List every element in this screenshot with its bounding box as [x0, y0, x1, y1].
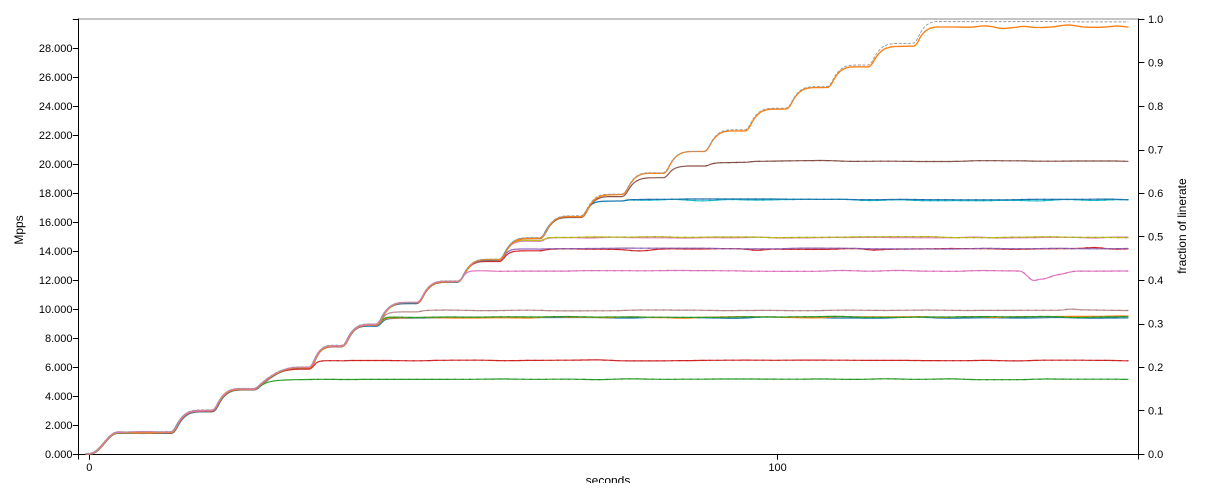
svg-text:2.000: 2.000 [45, 420, 73, 432]
svg-text:28.000: 28.000 [39, 43, 73, 55]
svg-text:18.000: 18.000 [39, 188, 73, 200]
svg-text:26.000: 26.000 [39, 72, 73, 84]
svg-text:0.5: 0.5 [1148, 232, 1163, 244]
svg-text:22.000: 22.000 [39, 130, 73, 142]
svg-text:20.000: 20.000 [39, 159, 73, 171]
svg-text:8.000: 8.000 [45, 333, 73, 345]
svg-text:0.000: 0.000 [45, 449, 73, 461]
svg-text:0.8: 0.8 [1148, 101, 1163, 113]
svg-text:24.000: 24.000 [39, 101, 73, 113]
svg-text:16.000: 16.000 [39, 217, 73, 229]
svg-text:100: 100 [768, 462, 786, 474]
svg-text:0.9: 0.9 [1148, 58, 1163, 70]
svg-text:4.000: 4.000 [45, 391, 73, 403]
svg-text:0.7: 0.7 [1148, 145, 1163, 157]
svg-text:6.000: 6.000 [45, 362, 73, 374]
svg-text:fraction of linerate: fraction of linerate [1175, 178, 1189, 274]
svg-text:0.2: 0.2 [1148, 362, 1163, 374]
svg-text:0.3: 0.3 [1148, 319, 1163, 331]
svg-text:14.000: 14.000 [39, 246, 73, 258]
svg-text:12.000: 12.000 [39, 275, 73, 287]
svg-text:Mpps: Mpps [12, 215, 26, 244]
svg-text:0: 0 [86, 462, 92, 474]
svg-text:0.0: 0.0 [1148, 449, 1163, 461]
svg-text:0.6: 0.6 [1148, 188, 1163, 200]
svg-text:0.4: 0.4 [1148, 275, 1163, 287]
svg-text:seconds: seconds [586, 474, 631, 484]
svg-text:1.0: 1.0 [1148, 14, 1163, 26]
svg-text:0.1: 0.1 [1148, 406, 1163, 418]
svg-text:10.000: 10.000 [39, 304, 73, 316]
